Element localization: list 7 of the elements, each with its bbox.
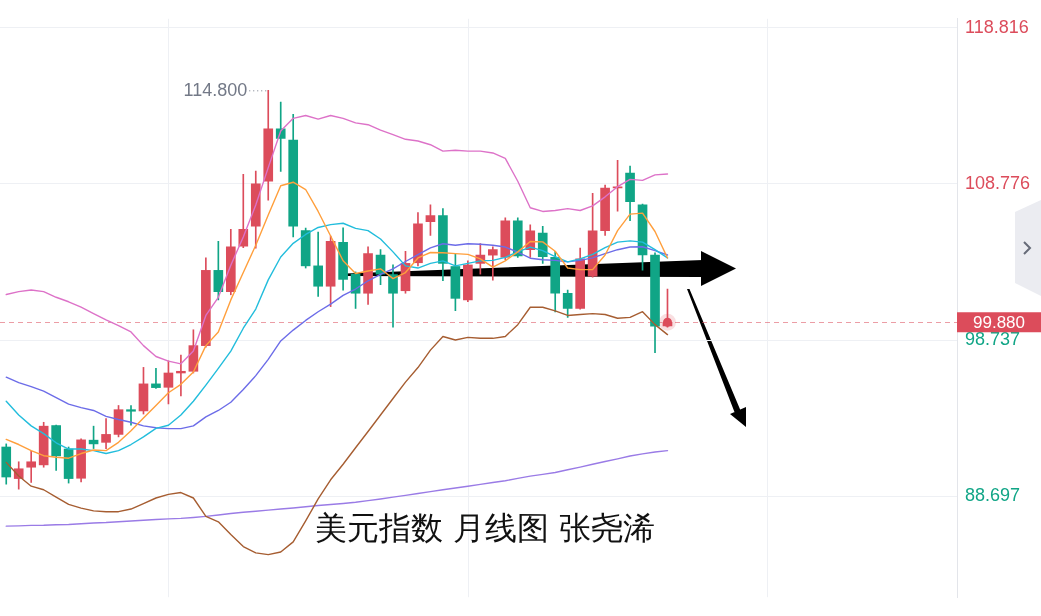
y-tick-label: 118.816 <box>965 16 1029 37</box>
y-tick-label: 88.697 <box>965 485 1021 506</box>
annotation: 114.800 <box>183 80 248 101</box>
text: 美元指数 月线图 张尧浠 <box>315 508 656 548</box>
ref-line-label: 99.880 <box>973 312 1025 332</box>
y-tick-label: 108.776 <box>965 172 1031 193</box>
y-tick-label: 98.737 <box>965 329 1021 350</box>
